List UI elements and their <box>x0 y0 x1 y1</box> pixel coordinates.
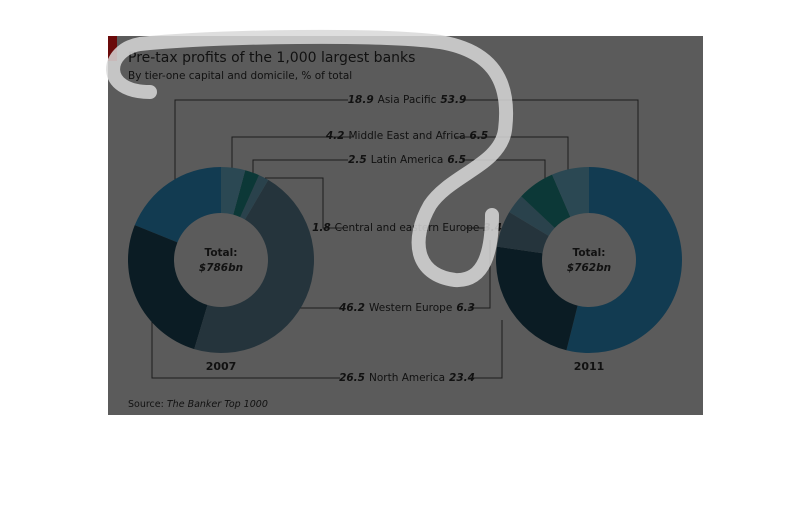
category-label: 1.8 Central and eastern Europe 3.4 <box>312 222 502 234</box>
value-label: 53.9 <box>440 94 466 106</box>
donut-segment <box>134 167 221 243</box>
category-label: 2.5 Latin America 6.5 <box>348 154 466 166</box>
category-name: Latin America <box>371 154 444 166</box>
total-label: Total: <box>205 247 238 259</box>
year-label: 2007 <box>206 360 237 373</box>
value-label: 18.9 <box>348 94 374 106</box>
category-label: 4.2 Middle East and Africa 6.5 <box>325 130 488 142</box>
chart-subtitle: By tier-one capital and domicile, % of t… <box>128 70 352 82</box>
category-name: Western Europe <box>369 302 452 314</box>
highlight-scribble <box>106 29 514 287</box>
category-name: Central and eastern Europe <box>335 222 480 234</box>
donut-segment <box>127 225 208 350</box>
donut-segment <box>240 175 269 220</box>
donut-segment <box>233 170 259 218</box>
category-name: Asia Pacific <box>378 94 437 106</box>
value-label: 26.5 <box>339 372 365 384</box>
category-name: North America <box>369 372 445 384</box>
value-label: 6.3 <box>456 302 475 314</box>
donut-segment <box>496 246 578 351</box>
donut-segment <box>552 167 589 217</box>
donut-segment <box>194 179 314 353</box>
source: Source: The Banker Top 1000 <box>128 399 268 410</box>
red-tab <box>108 36 117 61</box>
total-value: $786bn <box>199 262 243 274</box>
value-label: 23.4 <box>449 372 475 384</box>
total-label: Total: <box>573 247 606 259</box>
value-label: 2.5 <box>348 154 367 166</box>
total-value: $762bn <box>567 262 611 274</box>
value-label: 6.5 <box>447 154 466 166</box>
donut-segment <box>509 196 555 236</box>
value-label: 1.8 <box>312 222 331 234</box>
value-label: 4.2 <box>325 130 345 142</box>
value-label: 46.2 <box>338 302 365 314</box>
chart-title: Pre-tax profits of the 1,000 largest ban… <box>128 50 415 66</box>
category-label: 18.9 Asia Pacific 53.9 <box>348 94 467 106</box>
category-name: Middle East and Africa <box>348 130 465 142</box>
category-label: 26.5 North America 23.4 <box>339 372 475 384</box>
donut-segment <box>496 212 549 254</box>
value-label: 6.5 <box>470 130 489 142</box>
year-label: 2011 <box>574 360 605 373</box>
donut-segment <box>221 167 246 215</box>
source-name: The Banker Top 1000 <box>167 399 268 410</box>
donut-segment <box>566 167 683 354</box>
source-label: Source: <box>128 399 164 410</box>
category-label: 46.2 Western Europe 6.3 <box>338 302 475 314</box>
donut-segment <box>521 174 571 228</box>
